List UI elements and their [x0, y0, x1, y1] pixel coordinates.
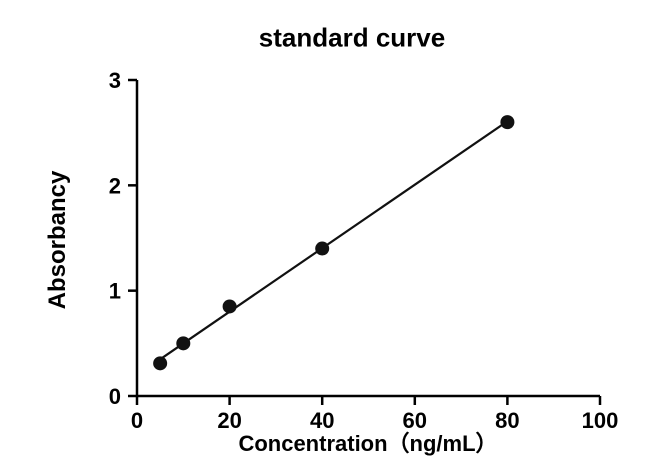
x-tick-label: 60	[403, 408, 427, 433]
x-tick-label: 80	[495, 408, 519, 433]
data-point	[315, 241, 330, 256]
y-tick-label: 3	[109, 68, 121, 93]
data-point	[500, 115, 515, 130]
x-tick-label: 100	[582, 408, 619, 433]
data-point	[222, 299, 237, 314]
y-tick-label: 2	[109, 173, 121, 198]
y-tick-label: 1	[109, 279, 121, 304]
trend-line	[159, 120, 509, 361]
x-tick-label: 20	[217, 408, 241, 433]
data-point	[153, 356, 168, 371]
data-point	[176, 336, 191, 351]
axes-line	[135, 80, 600, 398]
y-tick-label: 0	[109, 384, 121, 409]
chart-title: standard curve	[258, 22, 446, 53]
x-tick-label: 0	[131, 408, 143, 433]
x-tick-label: 40	[310, 408, 334, 433]
x-axis-label: Concentration（ng/mL）	[238, 431, 498, 456]
